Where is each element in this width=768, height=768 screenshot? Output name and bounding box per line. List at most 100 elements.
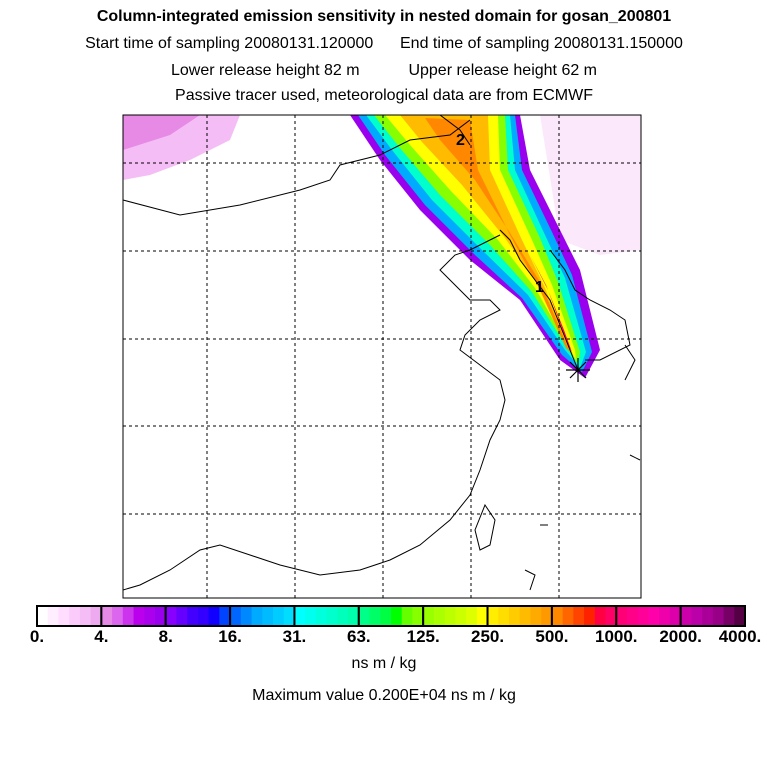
- colorbar-cell: [369, 606, 381, 626]
- trajectory-line: [439, 115, 579, 371]
- colorbar-cell: [294, 606, 306, 626]
- colorbar-cell: [659, 606, 671, 626]
- colorbar-cell: [337, 606, 349, 626]
- colorbar-cell: [509, 606, 521, 626]
- colorbar-cell: [551, 606, 564, 626]
- colorbar-tick-label: 500.: [535, 627, 569, 646]
- colorbar-tick-label: 4.: [94, 627, 109, 646]
- colorbar-cell: [326, 606, 338, 626]
- release-heights: Lower release height 82 m Upper release …: [0, 62, 768, 80]
- colorbar-cell: [305, 606, 317, 626]
- colorbar-cell: [562, 606, 574, 626]
- lower-release-height: Lower release height 82 m: [170, 62, 360, 79]
- colorbar-cell: [530, 606, 542, 626]
- colorbar-cell: [487, 606, 499, 626]
- colorbar-cell: [723, 606, 735, 626]
- colorbar-cell: [648, 606, 660, 626]
- colorbar-tick-label: 31.: [282, 627, 307, 646]
- colorbar-cell: [208, 606, 220, 626]
- colorbar-cell: [262, 606, 274, 626]
- colorbar-cell: [348, 606, 360, 626]
- colorbar-cell: [155, 606, 167, 626]
- colorbar-cell: [122, 606, 135, 626]
- colorbar-tick-label: 1000.: [594, 627, 638, 646]
- background-haze: [123, 115, 641, 255]
- colorbar-cell: [594, 606, 607, 626]
- colorbar-tick-label: 2000.: [659, 627, 702, 646]
- colorbar-cell: [669, 606, 682, 626]
- colorbar-cell: [90, 606, 102, 626]
- colorbar-cell: [584, 606, 596, 626]
- colorbar-cell: [412, 606, 424, 626]
- colorbar-tick-label: 63.: [346, 627, 371, 646]
- colorbar-cell: [380, 606, 392, 626]
- colorbar-cell: [702, 606, 714, 626]
- colorbar-cell: [219, 606, 231, 626]
- star-icon: [566, 358, 590, 382]
- colorbar-cell: [712, 606, 725, 626]
- colorbar-cell: [176, 606, 188, 626]
- colorbar-cell: [519, 606, 531, 626]
- colorbar-cell: [283, 606, 295, 626]
- colorbar-cell: [69, 606, 81, 626]
- start-time: Start time of sampling 20080131.120000: [85, 35, 374, 52]
- upper-release-height: Upper release height 62 m: [408, 62, 598, 79]
- colorbar-cell: [58, 606, 70, 626]
- colorbar-segment: [679, 605, 746, 627]
- colorbar-cell: [541, 606, 553, 626]
- map-frame: [122, 114, 642, 599]
- colorbar-cell: [391, 606, 403, 626]
- colorbar-cell: [165, 606, 177, 626]
- colorbar-cell: [240, 606, 253, 626]
- colorbar-tick-label: 250.: [470, 627, 505, 646]
- colorbar-cell: [101, 606, 113, 626]
- sampling-times: Start time of sampling 20080131.120000 E…: [0, 35, 768, 53]
- colorbar-cell: [37, 606, 49, 626]
- colorbar-cell: [476, 606, 489, 626]
- colorbar-cell: [605, 606, 617, 626]
- colorbar-cell: [573, 606, 585, 626]
- colorbar-units: ns m / kg: [351, 655, 417, 672]
- colorbar-cell: [197, 606, 210, 626]
- colorbar-cell: [47, 606, 59, 626]
- colorbar-cell: [616, 606, 628, 626]
- colorbar-tick-label: 4000.: [718, 627, 762, 646]
- colorbar-cell: [144, 606, 156, 626]
- colorbar-cell: [230, 606, 242, 626]
- colorbar-cell: [423, 606, 435, 626]
- colorbar-cell: [627, 606, 639, 626]
- colorbar-cell: [112, 606, 124, 626]
- colorbar-cell: [401, 606, 413, 626]
- colorbar-cell: [680, 606, 692, 626]
- colorbar-tick-label: 125.: [406, 627, 440, 646]
- colorbar-cell: [251, 606, 263, 626]
- emission-plume: [350, 115, 600, 378]
- tracer-note: Passive tracer used, meteorological data…: [175, 87, 593, 104]
- colorbar-tick-label: 0.: [29, 627, 45, 646]
- colorbar-tick-label: 16.: [218, 627, 242, 646]
- colorbar-cell: [187, 606, 199, 626]
- colorbar-cell: [691, 606, 703, 626]
- colorbar-cell: [466, 606, 478, 626]
- colorbar-cell: [637, 606, 649, 626]
- colorbar-cell: [455, 606, 467, 626]
- figure-title: Column-integrated emission sensitivity i…: [96, 8, 672, 25]
- colorbar-cell: [433, 606, 446, 626]
- colorbar-cell: [133, 606, 145, 626]
- trajectory-label-1: 1: [535, 279, 544, 296]
- colorbar-cell: [358, 606, 371, 626]
- end-time: End time of sampling 20080131.150000: [400, 35, 683, 52]
- colorbar-cell: [734, 606, 746, 626]
- colorbar-cell: [79, 606, 92, 626]
- trajectory-label-2: 2: [456, 132, 465, 149]
- colorbar-cell: [315, 606, 328, 626]
- colorbar: [36, 605, 746, 627]
- grid-lines: [123, 115, 641, 598]
- colorbar-tick-label: 8.: [158, 627, 173, 646]
- colorbar-cell: [444, 606, 456, 626]
- maximum-value: Maximum value 0.200E+04 ns m / kg: [252, 687, 516, 704]
- colorbar-cell: [498, 606, 510, 626]
- coastlines: [123, 119, 641, 591]
